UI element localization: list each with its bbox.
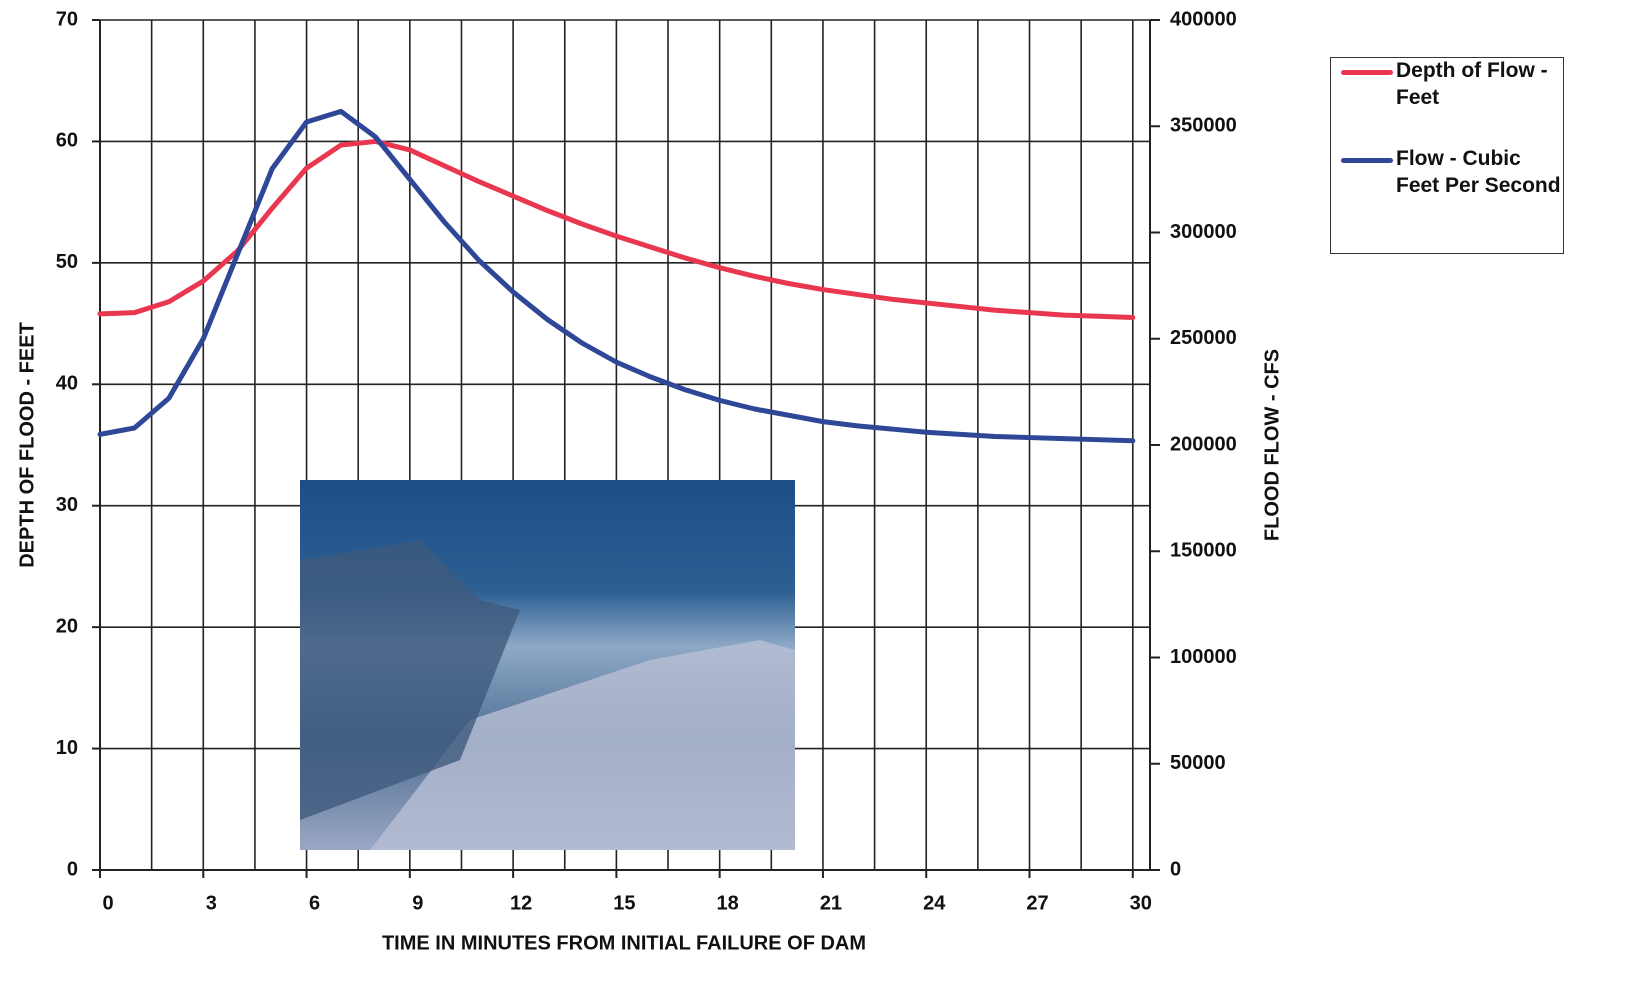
- y-tick-label: 10: [56, 737, 78, 759]
- legend-swatch: [1341, 158, 1393, 163]
- x-tick-label: 6: [309, 892, 320, 914]
- y2-tick-label: 150000: [1170, 540, 1237, 562]
- x-tick-label: 18: [717, 892, 739, 914]
- legend-label: Flow - Cubic Feet Per Second: [1396, 147, 1561, 197]
- photo-valley: [370, 640, 795, 850]
- y-tick-label: 20: [56, 615, 78, 637]
- photo-forest: [300, 540, 520, 820]
- y-tick-label: 70: [56, 8, 78, 30]
- y2-tick-label: 0: [1170, 858, 1181, 880]
- y2-tick-label: 50000: [1170, 752, 1226, 774]
- x-tick-label: 27: [1026, 892, 1048, 914]
- x-tick-label: 24: [923, 892, 946, 914]
- x-tick-label: 30: [1130, 892, 1152, 914]
- y2-axis-title: FLOOD FLOW - CFS: [1261, 349, 1283, 541]
- y-tick-label: 0: [67, 858, 78, 880]
- y2-tick-label: 100000: [1170, 646, 1237, 668]
- y2-tick-label: 400000: [1170, 8, 1237, 30]
- legend: Depth of Flow - Feet Flow - Cubic Feet Pe…: [1330, 57, 1564, 254]
- y2-tick-label: 200000: [1170, 433, 1237, 455]
- x-tick-label: 21: [820, 892, 842, 914]
- x-axis-title: TIME IN MINUTES FROM INITIAL FAILURE OF …: [382, 932, 866, 954]
- legend-swatch: [1341, 70, 1393, 75]
- y2-tick-label: 250000: [1170, 327, 1237, 349]
- line-series: [97, 108, 1136, 444]
- y2-tick-label: 300000: [1170, 221, 1237, 243]
- y-tick-label: 30: [56, 494, 78, 516]
- x-tick-label: 9: [412, 892, 423, 914]
- y-tick-label: 60: [56, 130, 78, 152]
- y-axis-title: DEPTH OF FLOOD - FEET: [16, 322, 38, 568]
- x-tick-label: 3: [206, 892, 217, 914]
- line-series: [97, 138, 1136, 320]
- y-tick-label: 50: [56, 251, 78, 273]
- y-tick-label: 40: [56, 373, 78, 395]
- x-tick-label: 15: [613, 892, 635, 914]
- x-tick-label: 12: [510, 892, 532, 914]
- legend-label: Depth of Flow - Feet: [1396, 59, 1548, 109]
- y2-tick-label: 350000: [1170, 115, 1237, 137]
- x-tick-label: 0: [102, 892, 113, 914]
